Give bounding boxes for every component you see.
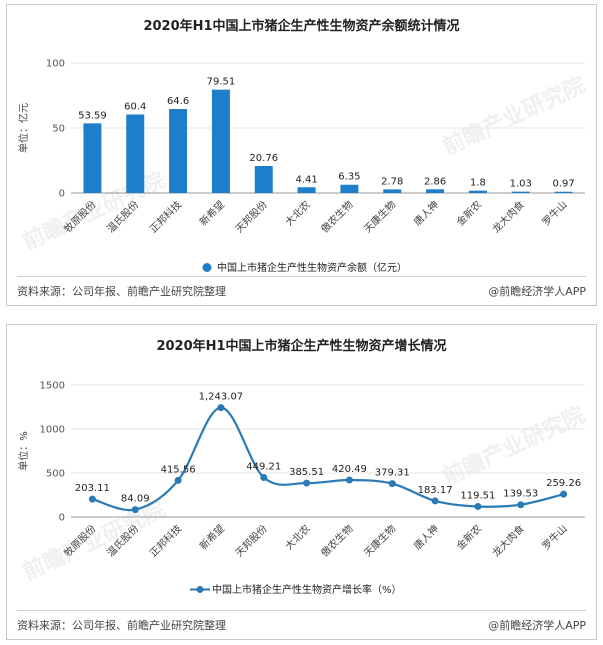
bar bbox=[383, 189, 402, 193]
data-label: 0.97 bbox=[552, 179, 574, 190]
bar bbox=[254, 166, 273, 193]
data-label: 203.11 bbox=[75, 483, 110, 494]
chart-title: 2020年H1中国上市猪企生产性生物资产余额统计情况 bbox=[143, 19, 460, 34]
y-tick-label: 100 bbox=[46, 59, 65, 70]
publisher-credit: @前瞻经济学人APP bbox=[488, 619, 586, 632]
bar bbox=[297, 187, 316, 193]
data-point bbox=[260, 473, 268, 481]
x-tick-label: 天邦股份 bbox=[232, 522, 269, 559]
data-label: 449.21 bbox=[246, 461, 281, 472]
x-tick-label: 正邦科技 bbox=[147, 198, 184, 235]
data-label: 139.53 bbox=[503, 489, 538, 500]
data-label: 1.03 bbox=[510, 179, 532, 190]
chart-panel-balance: 2020年H1中国上市猪企生产性生物资产余额统计情况 前瞻产业研究院 前瞻产业研究… bbox=[6, 4, 597, 306]
x-tick-label: 傲农生物 bbox=[318, 198, 355, 235]
data-label: 415.56 bbox=[161, 464, 196, 475]
data-point bbox=[517, 501, 525, 509]
data-label: 84.09 bbox=[121, 494, 150, 505]
data-label: 60.4 bbox=[124, 101, 146, 112]
data-label: 183.17 bbox=[418, 485, 453, 496]
watermark-text: 前瞻产业研究院 bbox=[439, 72, 590, 161]
legend-marker bbox=[196, 586, 204, 593]
publisher-credit: @前瞻经济学人APP bbox=[488, 285, 586, 298]
data-label: 385.51 bbox=[289, 467, 324, 478]
data-label: 1,243.07 bbox=[199, 392, 244, 403]
bar bbox=[511, 191, 530, 193]
source-text: 资料来源：公司年报、前瞻产业研究院整理 bbox=[17, 285, 226, 298]
y-tick-label: 1000 bbox=[40, 425, 65, 436]
y-tick-label: 500 bbox=[46, 469, 65, 480]
y-tick-label: 1500 bbox=[40, 381, 65, 392]
data-label: 64.6 bbox=[167, 96, 189, 107]
x-tick-label: 金新农 bbox=[454, 522, 484, 552]
source-footer: 资料来源：公司年报、前瞻产业研究院整理 @前瞻经济学人APP bbox=[17, 276, 586, 299]
chart-panel-growth: 2020年H1中国上市猪企生产性生物资产增长情况 前瞻产业研究院 前瞻产业研究院 0… bbox=[6, 324, 597, 640]
x-tick-label: 唐人神 bbox=[411, 522, 441, 552]
data-point bbox=[217, 404, 225, 412]
data-label: 20.76 bbox=[249, 153, 278, 164]
y-axis-title: 单位：亿元 bbox=[17, 103, 30, 153]
data-label: 2.78 bbox=[381, 176, 403, 187]
data-label: 53.59 bbox=[78, 110, 107, 121]
x-tick-label: 龙大肉食 bbox=[489, 198, 526, 235]
bar bbox=[126, 114, 145, 193]
data-label: 420.49 bbox=[332, 464, 367, 475]
data-point bbox=[174, 476, 182, 484]
data-point bbox=[303, 479, 311, 487]
bar bbox=[340, 184, 359, 193]
x-tick-label: 大北农 bbox=[282, 522, 312, 552]
bar bbox=[426, 189, 445, 193]
bar bbox=[169, 109, 188, 193]
data-label: 379.31 bbox=[375, 468, 410, 479]
data-label: 79.51 bbox=[207, 77, 236, 88]
x-tick-label: 天邦股份 bbox=[232, 198, 269, 235]
x-tick-label: 罗牛山 bbox=[539, 198, 569, 228]
x-tick-label: 新希望 bbox=[197, 522, 227, 552]
x-tick-label: 傲农生物 bbox=[318, 522, 355, 559]
y-tick-label: 50 bbox=[52, 124, 65, 135]
x-tick-label: 大北农 bbox=[282, 198, 312, 228]
legend-label: 中国上市猪企生产性生物资产余额（亿元） bbox=[217, 261, 407, 274]
bar bbox=[468, 190, 487, 193]
watermark-text: 前瞻产业研究院 bbox=[439, 402, 590, 491]
chart-title: 2020年H1中国上市猪企生产性生物资产增长情况 bbox=[156, 339, 447, 354]
data-label: 119.51 bbox=[460, 490, 495, 501]
data-point bbox=[345, 476, 353, 484]
y-tick-label: 0 bbox=[59, 189, 65, 200]
source-footer: 资料来源：公司年报、前瞻产业研究院整理 @前瞻经济学人APP bbox=[17, 610, 586, 633]
data-point bbox=[431, 497, 439, 505]
x-tick-label: 唐人神 bbox=[411, 198, 441, 228]
data-point bbox=[560, 490, 568, 498]
legend-marker bbox=[202, 263, 212, 272]
data-point bbox=[131, 506, 139, 514]
data-label: 1.8 bbox=[470, 178, 486, 189]
data-point bbox=[388, 480, 396, 488]
watermark-text: 前瞻产业研究院 bbox=[19, 497, 170, 586]
x-tick-label: 新希望 bbox=[197, 198, 227, 228]
y-tick-label: 0 bbox=[59, 513, 65, 524]
data-label: 4.41 bbox=[295, 174, 317, 185]
data-point bbox=[474, 502, 482, 510]
bar bbox=[83, 123, 102, 193]
x-tick-label: 龙大肉食 bbox=[489, 522, 526, 559]
x-tick-label: 罗牛山 bbox=[539, 522, 569, 552]
data-label: 2.86 bbox=[424, 176, 446, 187]
data-label: 259.26 bbox=[546, 478, 581, 489]
x-tick-label: 天康生物 bbox=[361, 522, 398, 559]
x-tick-label: 天康生物 bbox=[361, 198, 398, 235]
bar bbox=[211, 89, 230, 193]
y-axis-title: 单位：% bbox=[17, 431, 30, 471]
data-label: 6.35 bbox=[338, 172, 360, 183]
source-text: 资料来源：公司年报、前瞻产业研究院整理 bbox=[17, 619, 226, 632]
legend-label: 中国上市猪企生产性生物资产增长率（%） bbox=[212, 583, 402, 596]
data-point bbox=[88, 495, 96, 503]
bar bbox=[554, 191, 573, 193]
x-tick-label: 金新农 bbox=[454, 198, 484, 228]
